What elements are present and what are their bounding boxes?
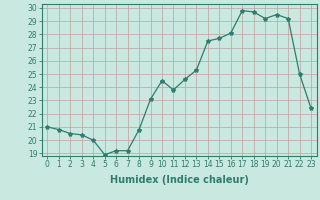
X-axis label: Humidex (Indice chaleur): Humidex (Indice chaleur) [110, 175, 249, 185]
